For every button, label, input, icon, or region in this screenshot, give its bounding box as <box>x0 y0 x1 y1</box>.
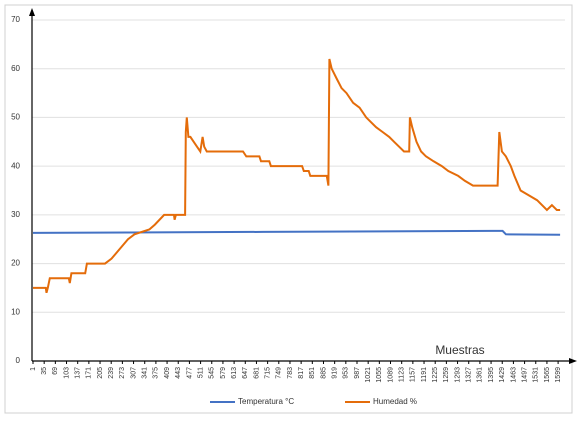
x-tick-label: 171 <box>86 367 93 379</box>
x-tick-label: 69 <box>52 367 59 375</box>
x-tick-label: 1531 <box>533 367 540 383</box>
y-tick-label: 0 <box>16 356 21 365</box>
x-tick-label: 681 <box>253 367 260 379</box>
x-axis-arrow <box>569 358 577 364</box>
x-tick-label: 1293 <box>454 367 461 383</box>
x-tick-label: 103 <box>63 367 70 379</box>
x-tick-label: 1055 <box>376 367 383 383</box>
x-tick-label: 1 <box>30 367 37 371</box>
x-tick-label: 375 <box>153 367 160 379</box>
x-axis-label: Muestras <box>435 343 484 357</box>
x-tick-label: 1225 <box>432 367 439 383</box>
y-tick-label: 10 <box>11 307 20 316</box>
x-tick-label: 783 <box>287 367 294 379</box>
y-tick-label: 70 <box>11 15 20 24</box>
x-tick-label: 1021 <box>365 367 372 383</box>
x-tick-label: 1463 <box>510 367 517 383</box>
x-tick-label: 817 <box>298 367 305 379</box>
y-tick-label: 40 <box>11 161 20 170</box>
x-tick-label: 1361 <box>477 367 484 383</box>
x-tick-label: 205 <box>97 367 104 379</box>
series-line <box>32 229 561 236</box>
x-tick-label: 953 <box>343 367 350 379</box>
x-tick-label: 749 <box>276 367 283 379</box>
chart-border <box>4 4 573 414</box>
x-tick-label: 1191 <box>421 367 428 382</box>
y-tick-label: 60 <box>11 64 20 73</box>
x-tick-label: 443 <box>175 367 182 379</box>
x-tick-label: 35 <box>41 367 48 375</box>
y-tick-label: 20 <box>11 259 20 268</box>
x-tick-label: 1327 <box>466 367 473 383</box>
x-tick-label: 987 <box>354 367 361 379</box>
x-tick-label: 1565 <box>544 367 551 383</box>
x-tick-label: 307 <box>130 367 137 379</box>
x-tick-label: 1259 <box>443 367 450 383</box>
x-tick-label: 579 <box>220 367 227 379</box>
y-axis-arrow <box>29 8 35 16</box>
x-tick-label: 545 <box>209 367 216 379</box>
x-tick-label: 1157 <box>410 367 417 382</box>
x-tick-label: 1497 <box>521 367 528 383</box>
x-tick-label: 477 <box>186 367 193 379</box>
x-tick-label: 1123 <box>399 367 406 382</box>
x-tick-label: 885 <box>320 367 327 379</box>
x-tick-label: 647 <box>242 367 249 379</box>
x-tick-label: 919 <box>331 367 338 379</box>
x-tick-label: 239 <box>108 367 115 379</box>
x-tick-label: 1395 <box>488 367 495 383</box>
y-tick-label: 50 <box>11 113 20 122</box>
x-tick-label: 341 <box>142 367 149 379</box>
legend-label: Temperatura °C <box>238 397 294 406</box>
x-tick-label: 273 <box>119 367 126 379</box>
x-tick-label: 851 <box>309 367 316 379</box>
series-line <box>33 58 561 294</box>
y-tick-label: 30 <box>11 210 20 219</box>
x-tick-label: 1429 <box>499 367 506 383</box>
x-tick-label: 137 <box>75 367 82 379</box>
x-tick-label: 409 <box>164 367 171 379</box>
x-tick-label: 1599 <box>555 367 562 383</box>
x-tick-label: 715 <box>264 367 271 379</box>
x-tick-label: 511 <box>197 367 204 378</box>
x-tick-label: 1089 <box>387 367 394 383</box>
x-tick-label: 613 <box>231 367 238 379</box>
legend-label: Humedad % <box>373 397 417 406</box>
